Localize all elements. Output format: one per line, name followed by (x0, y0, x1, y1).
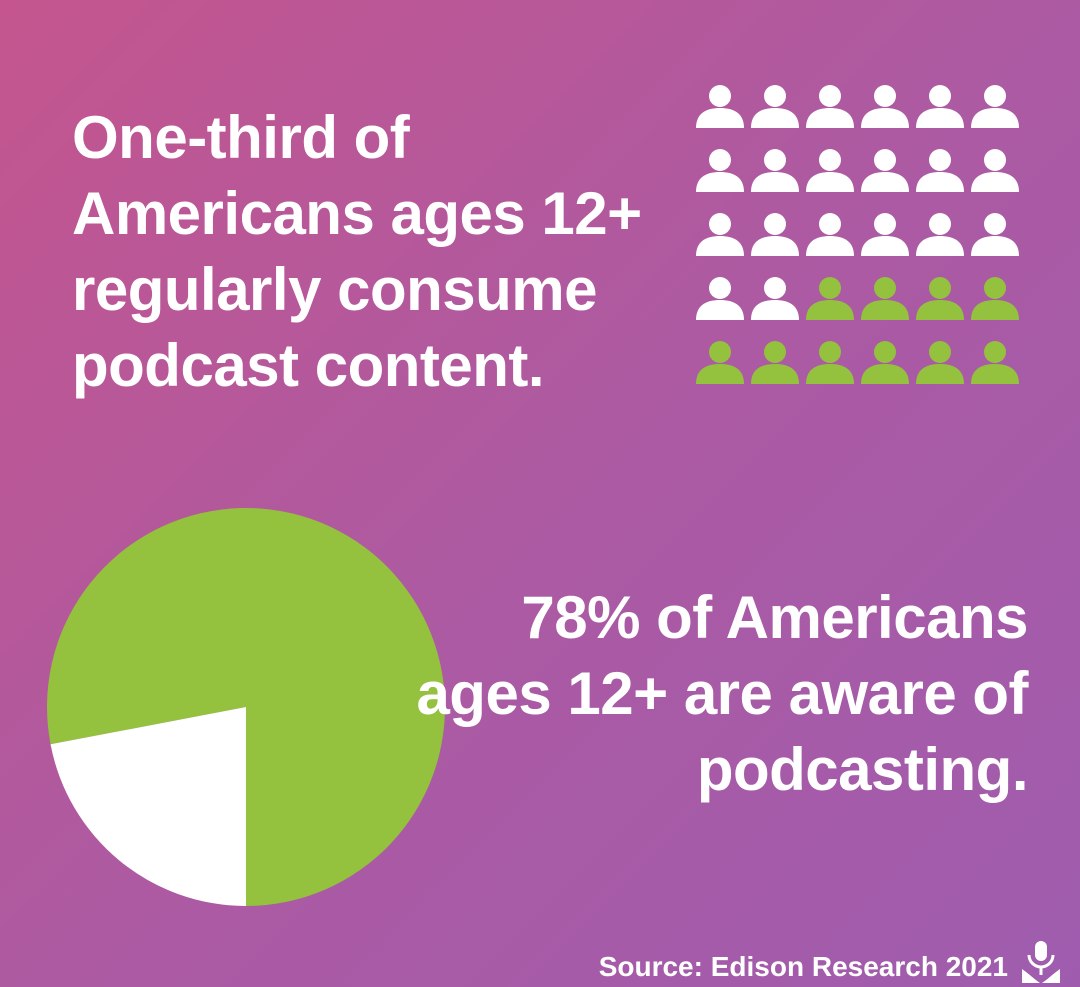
person-icon-highlighted (806, 277, 854, 320)
pie-slice-not-aware (50, 707, 246, 906)
person-icon (806, 149, 854, 192)
person-icon (916, 85, 964, 128)
person-icon-highlighted (916, 341, 964, 384)
person-icon-highlighted (861, 341, 909, 384)
person-icon (696, 149, 744, 192)
person-icon (751, 277, 799, 320)
person-icon-highlighted (971, 277, 1019, 320)
person-icon (971, 213, 1019, 256)
person-icon (861, 213, 909, 256)
microphone-icon (1022, 941, 1060, 983)
person-icon (916, 149, 964, 192)
person-icon-highlighted (916, 277, 964, 320)
person-icon (971, 85, 1019, 128)
pie-slice-aware (46, 508, 445, 906)
awareness-headline: 78% of Americans ages 12+ are aware of p… (416, 584, 1028, 803)
person-icon (696, 277, 744, 320)
person-icon (971, 149, 1019, 192)
person-icon (806, 213, 854, 256)
person-icon (806, 85, 854, 128)
person-icon (861, 85, 909, 128)
person-icon (696, 85, 744, 128)
person-icon (696, 213, 744, 256)
podcast-consumption-headline: One-third of Americans ages 12+ regularl… (72, 104, 642, 399)
person-icon-highlighted (861, 277, 909, 320)
person-icon (751, 213, 799, 256)
person-icon-highlighted (696, 341, 744, 384)
person-icon (916, 213, 964, 256)
person-icon-highlighted (971, 341, 1019, 384)
awareness-pie-chart (46, 508, 445, 906)
person-icon (751, 85, 799, 128)
person-icon-highlighted (806, 341, 854, 384)
person-icon (861, 149, 909, 192)
person-icon (751, 149, 799, 192)
person-icon-highlighted (751, 341, 799, 384)
source-credit: Source: Edison Research 2021 (598, 951, 1008, 982)
people-pictograph (696, 85, 1019, 384)
